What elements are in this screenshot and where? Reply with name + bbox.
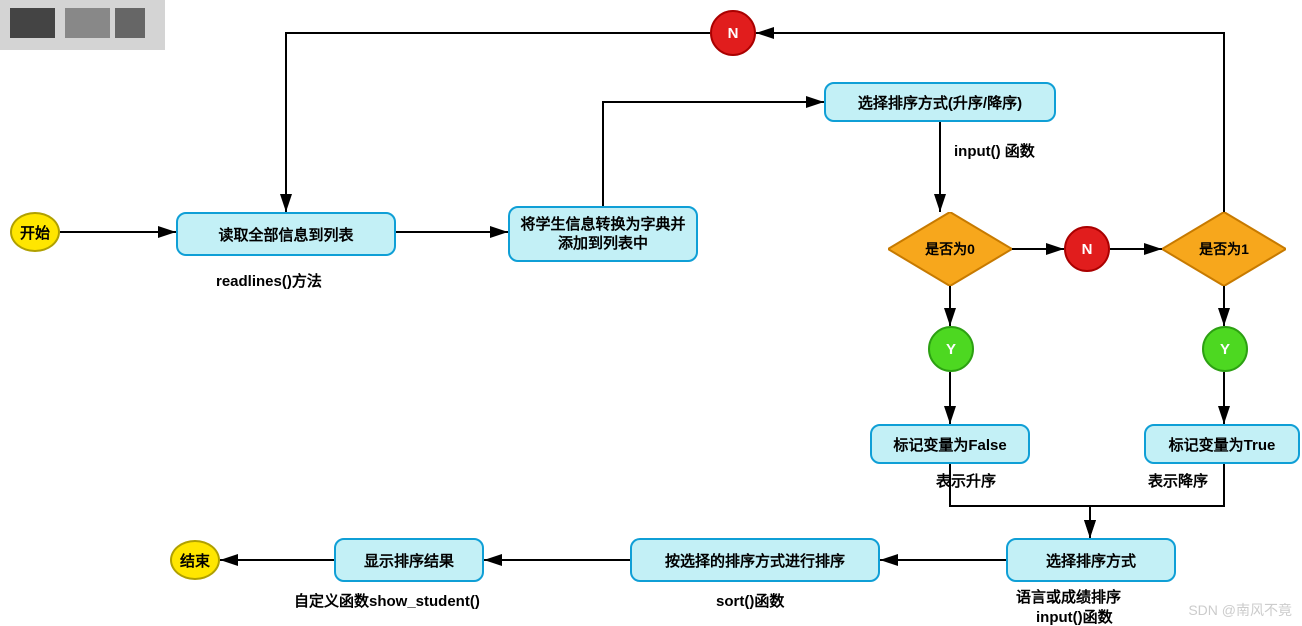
node-convert-label: 将学生信息转换为字典并添加到列表中 (518, 215, 688, 254)
node-sort-label: 按选择的排序方式进行排序 (665, 550, 845, 571)
node-y-left: Y (928, 326, 974, 372)
flowchart-edges (0, 0, 1302, 626)
node-y-right-label: Y (1220, 341, 1230, 358)
node-read-label: 读取全部信息到列表 (218, 224, 353, 245)
caption-show: 自定义函数show_student() (294, 590, 480, 611)
node-choose-order-label: 选择排序方式(升序/降序) (858, 92, 1022, 113)
node-y-right: Y (1202, 326, 1248, 372)
node-is1: 是否为1 (1162, 212, 1286, 286)
node-end-label: 结束 (180, 550, 210, 571)
node-is0-label: 是否为0 (925, 239, 975, 259)
node-start: 开始 (10, 212, 60, 252)
node-show: 显示排序结果 (334, 538, 484, 582)
caption-method2: input()函数 (1036, 606, 1113, 626)
caption-readlines: readlines()方法 (216, 270, 322, 291)
caption-asc: 表示升序 (936, 470, 996, 491)
node-mark-true: 标记变量为True (1144, 424, 1300, 464)
node-show-label: 显示排序结果 (364, 550, 454, 571)
node-end: 结束 (170, 540, 220, 580)
node-mark-false: 标记变量为False (870, 424, 1030, 464)
node-n-mid: N (1064, 226, 1110, 272)
node-n-top: N (710, 10, 756, 56)
caption-method: 语言或成绩排序 (1016, 586, 1121, 607)
caption-sort: sort()函数 (716, 590, 784, 611)
node-y-left-label: Y (946, 341, 956, 358)
node-n-top-label: N (728, 25, 739, 42)
node-mark-false-label: 标记变量为False (893, 434, 1006, 455)
node-is0: 是否为0 (888, 212, 1012, 286)
node-n-mid-label: N (1082, 241, 1093, 258)
node-choose-method: 选择排序方式 (1006, 538, 1176, 582)
node-convert: 将学生信息转换为字典并添加到列表中 (508, 206, 698, 262)
node-choose-method-label: 选择排序方式 (1046, 550, 1136, 571)
node-start-label: 开始 (20, 222, 50, 243)
node-mark-true-label: 标记变量为True (1169, 434, 1276, 455)
node-read: 读取全部信息到列表 (176, 212, 396, 256)
node-sort: 按选择的排序方式进行排序 (630, 538, 880, 582)
caption-desc: 表示降序 (1148, 470, 1208, 491)
watermark: SDN @南风不竟 (1188, 600, 1292, 620)
node-choose-order: 选择排序方式(升序/降序) (824, 82, 1056, 122)
caption-input1: input() 函数 (954, 140, 1035, 161)
node-is1-label: 是否为1 (1199, 239, 1249, 259)
